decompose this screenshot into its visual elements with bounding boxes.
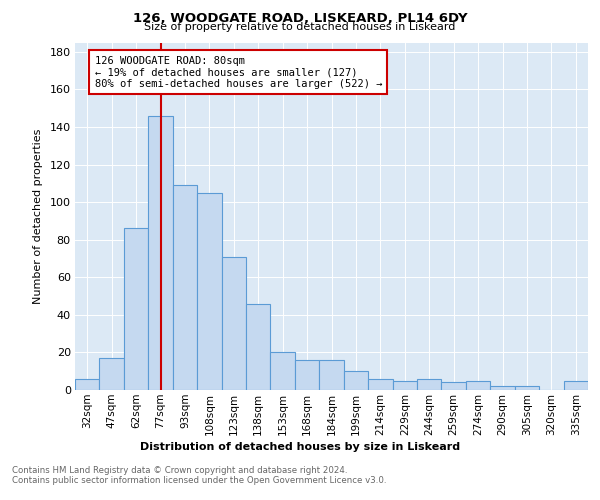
- Text: Size of property relative to detached houses in Liskeard: Size of property relative to detached ho…: [145, 22, 455, 32]
- Bar: [466, 380, 490, 390]
- Text: Contains HM Land Registry data © Crown copyright and database right 2024.: Contains HM Land Registry data © Crown c…: [12, 466, 347, 475]
- Bar: [173, 186, 197, 390]
- Bar: [295, 360, 319, 390]
- Bar: [344, 371, 368, 390]
- Bar: [100, 358, 124, 390]
- Text: Contains public sector information licensed under the Open Government Licence v3: Contains public sector information licen…: [12, 476, 386, 485]
- Y-axis label: Number of detached properties: Number of detached properties: [33, 128, 43, 304]
- Text: 126, WOODGATE ROAD, LISKEARD, PL14 6DY: 126, WOODGATE ROAD, LISKEARD, PL14 6DY: [133, 12, 467, 26]
- Text: Distribution of detached houses by size in Liskeard: Distribution of detached houses by size …: [140, 442, 460, 452]
- Bar: [392, 380, 417, 390]
- Bar: [271, 352, 295, 390]
- Bar: [368, 378, 392, 390]
- Bar: [221, 256, 246, 390]
- Bar: [124, 228, 148, 390]
- Bar: [319, 360, 344, 390]
- Bar: [417, 378, 442, 390]
- Bar: [197, 193, 221, 390]
- Bar: [246, 304, 271, 390]
- Bar: [490, 386, 515, 390]
- Bar: [148, 116, 173, 390]
- Bar: [442, 382, 466, 390]
- Bar: [515, 386, 539, 390]
- Bar: [75, 378, 100, 390]
- Bar: [563, 380, 588, 390]
- Text: 126 WOODGATE ROAD: 80sqm
← 19% of detached houses are smaller (127)
80% of semi-: 126 WOODGATE ROAD: 80sqm ← 19% of detach…: [95, 56, 382, 89]
